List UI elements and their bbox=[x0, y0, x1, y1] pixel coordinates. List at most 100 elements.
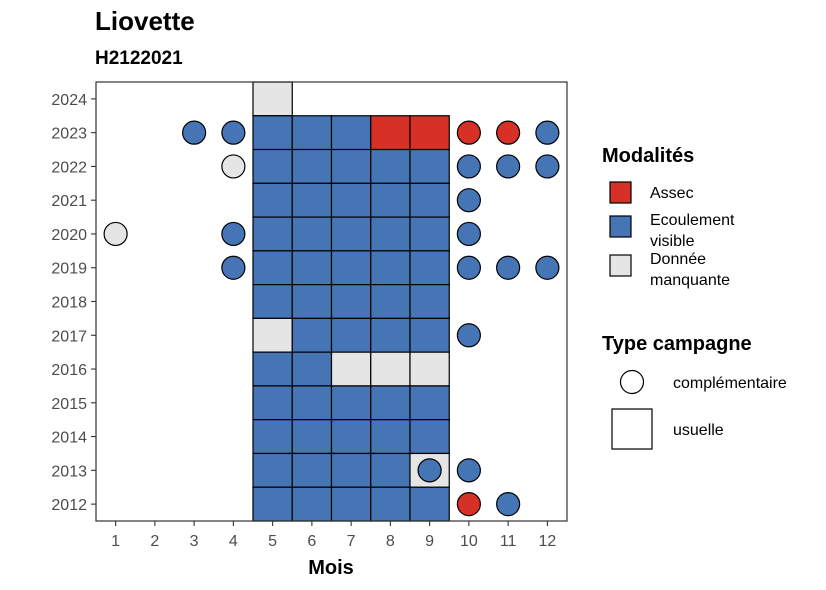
tile-2020-6 bbox=[291, 216, 333, 252]
y-tick-label-2019: 2019 bbox=[51, 261, 87, 278]
x-tick-label-3: 3 bbox=[190, 533, 199, 550]
tile-2018-9 bbox=[409, 284, 450, 319]
tile-2014-6 bbox=[291, 419, 333, 455]
point-2023-10 bbox=[456, 120, 481, 145]
x-tick-label-8: 8 bbox=[386, 533, 395, 550]
chart-title: Liovette bbox=[95, 6, 195, 36]
tile-2021-9 bbox=[409, 182, 450, 218]
tile-2016-6 bbox=[291, 351, 333, 387]
y-axis: 2024 2023 2022 2021 2020 2019 2018 2017 2016 2015… bbox=[51, 92, 96, 514]
tile-2013-7 bbox=[330, 452, 372, 488]
point-2012-11 bbox=[496, 492, 521, 517]
tile-2012-7 bbox=[330, 486, 372, 522]
tile-2019-7 bbox=[330, 250, 372, 286]
x-tick-label-1: 1 bbox=[111, 533, 120, 550]
point-2022-11 bbox=[496, 154, 521, 179]
tile-2022-6 bbox=[291, 148, 333, 184]
x-tick-label-10: 10 bbox=[460, 533, 478, 550]
y-tick-label-2012: 2012 bbox=[51, 497, 87, 514]
x-tick-label-6: 6 bbox=[307, 533, 316, 550]
y-tick-label-2023: 2023 bbox=[51, 126, 87, 143]
tile-2013-5 bbox=[252, 452, 293, 488]
tile-2017-9 bbox=[409, 317, 450, 353]
legend-key-usuelle bbox=[611, 408, 653, 450]
legend-type-campagne-title: Type campagne bbox=[602, 333, 752, 355]
point-2020-10 bbox=[456, 221, 481, 247]
point-2013-9 bbox=[417, 458, 442, 483]
chart-subtitle: H2122021 bbox=[95, 48, 183, 69]
tile-2016-9 bbox=[409, 351, 450, 387]
point-2019-11 bbox=[496, 255, 521, 280]
x-tick-label-12: 12 bbox=[538, 533, 556, 550]
tile-2017-5 bbox=[252, 317, 293, 353]
legend-label-usuelle: usuelle bbox=[673, 422, 724, 439]
tile-2020-9 bbox=[409, 216, 450, 252]
point-2023-12 bbox=[535, 120, 560, 145]
point-2021-10 bbox=[456, 188, 481, 213]
point-2022-12 bbox=[535, 154, 560, 179]
point-2019-10 bbox=[456, 255, 481, 280]
tile-2012-6 bbox=[291, 486, 333, 522]
y-tick-label-2018: 2018 bbox=[51, 295, 87, 312]
tile-2021-7 bbox=[330, 182, 372, 218]
point-2023-11 bbox=[496, 120, 521, 145]
point-2017-10 bbox=[456, 323, 481, 348]
tile-2021-6 bbox=[291, 182, 333, 218]
tile-2017-6 bbox=[291, 317, 333, 353]
point-2020-4 bbox=[221, 221, 246, 247]
point-2022-10 bbox=[456, 154, 481, 179]
tile-2015-9 bbox=[409, 385, 450, 421]
point-2020-1 bbox=[103, 221, 128, 247]
legend-label-donnee-manquante-line-1: Donnée bbox=[650, 251, 706, 268]
tile-2015-5 bbox=[252, 385, 293, 421]
tile-2014-7 bbox=[330, 419, 372, 455]
x-tick-label-5: 5 bbox=[268, 533, 277, 550]
point-2022-4 bbox=[221, 154, 246, 179]
tile-2013-8 bbox=[370, 452, 411, 488]
legend-key-donnee-manquante bbox=[609, 254, 632, 277]
legend-label-ecoulement-visible-line-2: visible bbox=[650, 233, 695, 250]
tile-2014-5 bbox=[252, 419, 293, 455]
legend-label-donnee-manquante-line-2: manquante bbox=[650, 272, 730, 289]
x-axis: 1 2 3 4 5 6 7 8 9 10 11 12 bbox=[111, 521, 556, 550]
tile-2015-7 bbox=[330, 385, 372, 421]
y-tick-label-2024: 2024 bbox=[51, 92, 87, 109]
tile-2018-7 bbox=[330, 284, 372, 319]
tile-2023-8 bbox=[370, 115, 411, 151]
legend-key-ecoulement-visible bbox=[609, 215, 632, 238]
tile-2013-6 bbox=[291, 452, 333, 488]
x-tick-label-9: 9 bbox=[425, 533, 434, 550]
y-tick-label-2022: 2022 bbox=[51, 159, 87, 176]
tile-2019-9 bbox=[409, 250, 450, 286]
tile-2019-5 bbox=[252, 250, 293, 286]
tile-2020-5 bbox=[252, 216, 293, 252]
tile-2012-8 bbox=[370, 486, 411, 522]
point-2023-4 bbox=[221, 120, 246, 145]
tile-2018-5 bbox=[252, 284, 293, 319]
x-tick-label-7: 7 bbox=[347, 533, 356, 550]
tile-2023-7 bbox=[330, 115, 372, 151]
y-tick-label-2021: 2021 bbox=[51, 193, 87, 210]
point-2023-3 bbox=[182, 120, 207, 145]
y-tick-label-2014: 2014 bbox=[51, 430, 87, 447]
y-tick-label-2015: 2015 bbox=[51, 396, 87, 413]
tile-2020-8 bbox=[370, 216, 411, 252]
tile-2014-9 bbox=[409, 419, 450, 455]
tile-2020-7 bbox=[330, 216, 372, 252]
y-tick-label-2020: 2020 bbox=[51, 227, 87, 244]
y-tick-label-2016: 2016 bbox=[51, 362, 87, 379]
tile-2012-9 bbox=[409, 486, 450, 522]
legend-label-assec: Assec bbox=[650, 185, 694, 202]
tile-2022-5 bbox=[252, 148, 293, 184]
tile-2022-9 bbox=[409, 148, 450, 184]
tile-2017-7 bbox=[330, 317, 372, 353]
tile-2022-7 bbox=[330, 148, 372, 184]
y-tick-label-2017: 2017 bbox=[51, 328, 87, 345]
x-tick-label-2: 2 bbox=[150, 533, 159, 550]
tile-2016-7 bbox=[330, 351, 372, 387]
legend-key-assec bbox=[609, 181, 632, 204]
legend-label-complementaire: complémentaire bbox=[673, 375, 787, 392]
tile-2014-8 bbox=[370, 419, 411, 455]
point-2012-10 bbox=[456, 492, 481, 517]
